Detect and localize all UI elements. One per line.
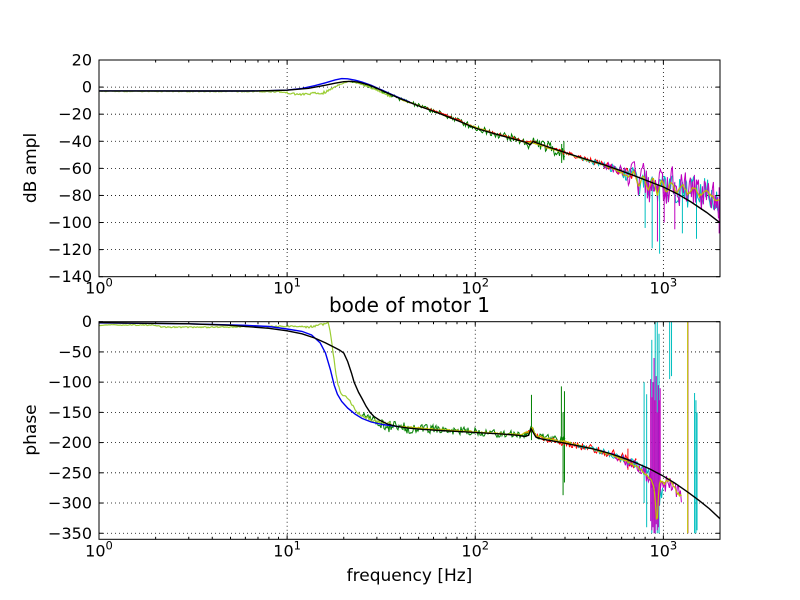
- amplitude-ticks: [98, 59, 721, 278]
- amplitude-ytick-label: −80: [58, 186, 92, 205]
- phase-xtick-label: 102: [461, 538, 489, 560]
- amplitude-series-meas-green: [351, 80, 565, 160]
- amplitude-ytick-label: −60: [58, 159, 92, 178]
- phase-ytick-label: −250: [48, 463, 92, 482]
- phase-grid: [99, 321, 720, 540]
- phase-ytick-label: −100: [48, 373, 92, 392]
- amplitude-ytick-label: −100: [48, 213, 92, 232]
- amplitude-series-group: [99, 77, 720, 254]
- phase-ytick-label: 0: [82, 312, 92, 331]
- frequency-xlabel: frequency [Hz]: [346, 566, 473, 586]
- amplitude-ytick-label: −120: [48, 240, 92, 259]
- phase-ylabel: phase: [21, 404, 41, 456]
- phase-ytick-label: −50: [58, 342, 92, 361]
- phase-series-group: [99, 321, 720, 534]
- amplitude-xtick-label: 102: [461, 276, 489, 298]
- phase-ytick-label: −300: [48, 494, 92, 513]
- amplitude-ylabel: dB ampl: [21, 132, 41, 204]
- amplitude-ytick-label: −20: [58, 105, 92, 124]
- phase-ytick-label: −200: [48, 433, 92, 452]
- amplitude-ytick-label: −140: [48, 267, 92, 286]
- amplitude-xtick-label: 101: [273, 276, 301, 298]
- amplitude-ytick-label: 20: [72, 51, 92, 70]
- phase-ytick-label: −350: [48, 524, 92, 543]
- phase-xtick-label: 100: [85, 538, 113, 560]
- phase-ytick-label: −150: [48, 403, 92, 422]
- amplitude-xtick-label: 103: [650, 276, 678, 298]
- phase-series-meas-yellow: [400, 425, 682, 520]
- phase-xtick-label: 101: [273, 538, 301, 560]
- phase-series-meas-blue: [99, 322, 401, 428]
- amplitude-ytick-label: 0: [82, 78, 92, 97]
- amplitude-grid: [99, 60, 720, 277]
- phase-series-model-black: [99, 321, 720, 520]
- amplitude-xtick-label: 100: [85, 276, 113, 298]
- phase-plot-area: [99, 321, 720, 540]
- phase-ticks: [98, 321, 721, 540]
- phase-xtick-label: 103: [650, 538, 678, 560]
- amplitude-ytick-label: −40: [58, 132, 92, 151]
- plot-title: bode of motor 1: [328, 293, 491, 317]
- phase-frame: [98, 321, 721, 540]
- amplitude-series-model-black: [99, 80, 720, 224]
